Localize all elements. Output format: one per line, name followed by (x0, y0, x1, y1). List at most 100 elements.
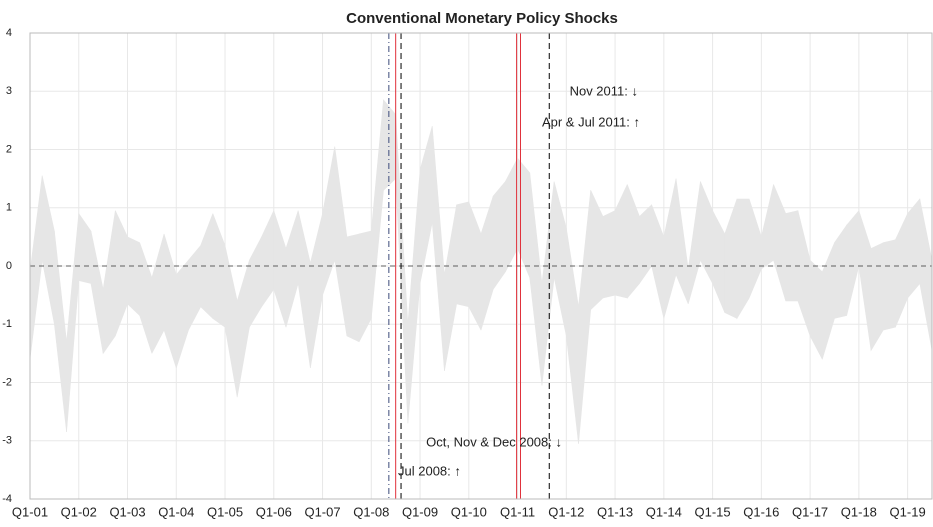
band-segment (578, 190, 592, 444)
x-tick-label: Q1-16 (743, 504, 779, 519)
band-segment (212, 213, 226, 328)
band-segment (358, 230, 372, 342)
band-segment (700, 181, 713, 284)
band-segment (773, 184, 787, 302)
x-tick-label: Q1-17 (792, 504, 828, 519)
annotation: Oct, Nov & Dec 2008: ↓ (426, 434, 562, 449)
x-tick-label: Q1-05 (207, 504, 243, 519)
band-segment (553, 181, 567, 336)
band-segment (29, 175, 43, 360)
annotation: Jul 2008: ↑ (398, 463, 461, 478)
band-segment (517, 157, 531, 278)
band-segment (761, 184, 774, 270)
band-segment (858, 210, 872, 351)
band-segment (41, 175, 55, 325)
band-segment (115, 210, 128, 337)
band-segment (188, 244, 201, 331)
x-tick-label: Q1-15 (695, 504, 731, 519)
band-segment (895, 213, 908, 328)
band-segment (712, 210, 726, 313)
x-tick-label: Q1-02 (61, 504, 97, 519)
band-segment (249, 236, 262, 329)
band-segment (334, 146, 348, 336)
band-segment (821, 242, 835, 360)
band-segment (480, 196, 494, 331)
band-segment (66, 213, 80, 433)
band-segment (261, 210, 275, 308)
x-tick-label: Q1-04 (158, 504, 194, 519)
band-segment (492, 180, 506, 291)
band-segment (797, 210, 811, 336)
x-tick-label: Q1-01 (12, 504, 48, 519)
annotation: Nov 2011: ↓ (570, 83, 638, 98)
band-segment (395, 114, 409, 424)
band-segment (444, 204, 457, 371)
x-tick-label: Q1-09 (402, 504, 438, 519)
y-tick-label: 4 (6, 27, 12, 39)
band-segment (151, 233, 165, 354)
x-tick-label: Q1-18 (841, 504, 877, 519)
y-tick-label: -3 (2, 435, 12, 447)
band-segment (175, 259, 189, 369)
band-segment (322, 146, 336, 296)
band-segment (78, 212, 92, 284)
x-tick-label: Q1-13 (597, 504, 633, 519)
band-segment (529, 172, 543, 386)
band-segment (602, 210, 616, 299)
band-segment (346, 233, 360, 343)
band-segment (736, 198, 750, 320)
band-segment (505, 158, 518, 272)
band-segment (809, 259, 823, 360)
y-tick-label: -4 (2, 493, 12, 505)
y-tick-label: 3 (6, 85, 12, 97)
band-segment (785, 210, 799, 302)
band-segment (127, 236, 141, 317)
band-segment (614, 184, 628, 299)
y-tick-label: -1 (2, 318, 12, 330)
x-tick-label: Q1-03 (109, 504, 145, 519)
band-segment (431, 126, 445, 371)
band-segment (139, 242, 153, 354)
band-segment (846, 209, 860, 316)
band-segment (163, 233, 177, 369)
band-segment (310, 213, 323, 368)
band-segment (907, 198, 921, 299)
band-segment (285, 210, 299, 328)
band-segment (663, 178, 677, 319)
annotation: Apr & Jul 2011: ↑ (542, 114, 640, 129)
band-segment (651, 204, 665, 319)
band-segment (748, 198, 762, 299)
band-segment (566, 228, 579, 444)
band-segment (456, 201, 470, 308)
band-segment (834, 224, 847, 319)
x-tick-label: Q1-10 (451, 504, 487, 519)
y-tick-label: 1 (6, 202, 12, 214)
band-segment (297, 210, 311, 368)
band-segment (626, 184, 640, 299)
band-segment (273, 210, 287, 328)
band-segment (675, 178, 689, 304)
y-tick-label: -2 (2, 376, 12, 388)
x-tick-label: Q1-07 (304, 504, 340, 519)
band-segment (724, 198, 738, 319)
chart-title: Conventional Monetary Policy Shocks (346, 10, 618, 27)
band-segment (919, 198, 933, 351)
y-tick-label: 0 (6, 260, 12, 272)
y-tick-label: 2 (6, 143, 12, 155)
x-tick-label: Q1-14 (646, 504, 682, 519)
x-tick-label: Q1-19 (890, 504, 926, 519)
band-segment (224, 245, 238, 398)
band-segment (383, 99, 396, 191)
band-segment (54, 231, 67, 433)
plot-frame (29, 32, 933, 500)
band-segment (639, 204, 652, 285)
x-tick-label: Q1-11 (500, 504, 535, 519)
band-segment (370, 99, 384, 319)
x-tick-label: Q1-12 (548, 504, 584, 519)
band-segment (870, 242, 884, 352)
band-segment (687, 181, 701, 304)
band-segment (882, 239, 896, 331)
band-segment (90, 230, 104, 354)
band-segment (541, 181, 555, 386)
